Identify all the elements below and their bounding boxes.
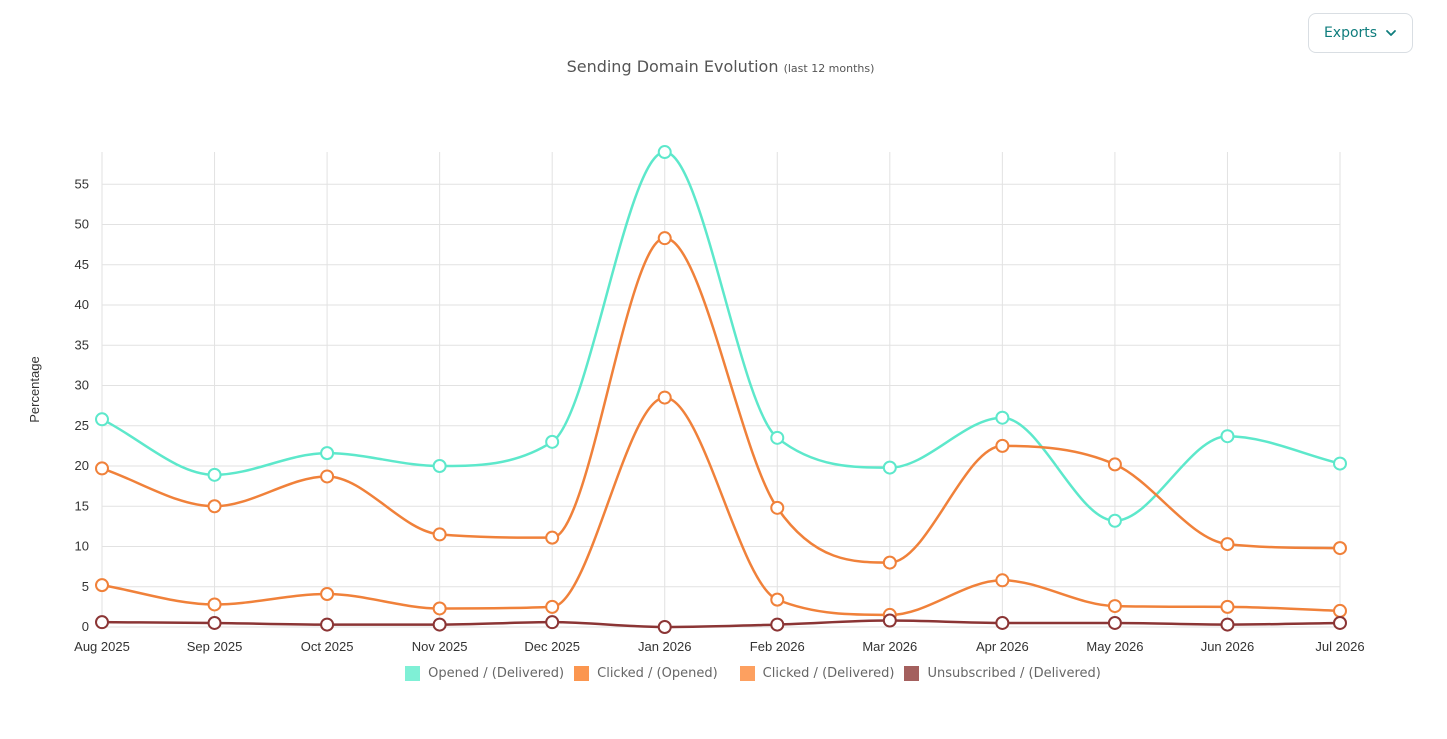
- data-point: [1333, 603, 1347, 618]
- data-point: [207, 467, 222, 482]
- y-tick-label: 15: [75, 498, 89, 513]
- legend-item[interactable]: Clicked / (Delivered): [739, 666, 895, 681]
- data-point: [770, 500, 785, 515]
- chart-title: Sending Domain Evolution (last 12 months…: [0, 57, 1441, 76]
- x-tick-label: Feb 2026: [750, 639, 805, 654]
- data-point: [657, 620, 672, 634]
- data-point: [320, 586, 335, 601]
- x-tick-label: Mar 2026: [862, 639, 917, 654]
- data-point: [320, 446, 335, 461]
- y-tick-label: 45: [75, 257, 89, 272]
- data-point: [545, 530, 560, 545]
- data-point: [995, 410, 1010, 425]
- data-point: [657, 390, 672, 405]
- y-tick-label: 10: [75, 539, 89, 554]
- data-point: [207, 597, 222, 612]
- data-point: [770, 592, 785, 607]
- exports-label: Exports: [1323, 25, 1378, 41]
- x-tick-label: Oct 2025: [301, 639, 354, 654]
- y-tick-label: 40: [75, 297, 89, 312]
- legend-swatch: [574, 666, 590, 681]
- y-tick-label: 25: [75, 418, 89, 433]
- data-point: [545, 615, 560, 630]
- legend-item[interactable]: Clicked / (Opened): [574, 666, 718, 681]
- y-tick-label: 20: [75, 458, 89, 473]
- x-tick-label: Jun 2026: [1201, 639, 1255, 654]
- legend-item[interactable]: Opened / (Delivered): [405, 666, 564, 681]
- series-line: [101, 619, 1341, 629]
- data-point: [320, 469, 335, 484]
- data-point: [657, 231, 672, 246]
- chart-subtitle: (last 12 months): [783, 62, 875, 75]
- y-tick-label: 35: [75, 337, 89, 352]
- data-point: [1107, 513, 1122, 528]
- data-point: [995, 573, 1010, 588]
- data-point: [1220, 429, 1235, 444]
- data-point: [320, 617, 335, 632]
- x-tick-label: May 2026: [1086, 639, 1143, 654]
- data-point: [995, 438, 1010, 453]
- data-point: [882, 613, 897, 628]
- legend-label: Unsubscribed / (Delivered): [927, 666, 1101, 681]
- y-tick-label: 55: [75, 176, 89, 191]
- data-point: [432, 459, 447, 473]
- data-point: [95, 615, 109, 630]
- data-point: [207, 499, 222, 514]
- y-tick-label: 30: [75, 378, 89, 393]
- data-point: [432, 527, 447, 542]
- data-point: [1220, 537, 1235, 552]
- data-point: [545, 434, 560, 449]
- chart-title-text: Sending Domain Evolution: [566, 57, 779, 76]
- legend-swatch: [904, 666, 920, 681]
- data-point: [545, 599, 560, 614]
- chevron-down-icon: [1385, 27, 1397, 39]
- data-point: [770, 617, 785, 632]
- exports-dropdown-button[interactable]: Exports: [1308, 13, 1413, 53]
- series-line: [101, 150, 1341, 522]
- data-point: [432, 601, 447, 616]
- x-tick-label: Dec 2025: [524, 639, 580, 654]
- legend-label: Clicked / (Delivered): [762, 666, 895, 681]
- data-point: [95, 412, 109, 427]
- x-tick-label: Nov 2025: [412, 639, 468, 654]
- x-tick-label: Jul 2026: [1315, 639, 1364, 654]
- data-point: [95, 578, 109, 593]
- legend-label: Clicked / (Opened): [597, 666, 718, 681]
- data-point: [1333, 615, 1347, 630]
- data-point: [1107, 599, 1122, 614]
- data-point: [882, 460, 897, 475]
- data-point: [657, 145, 672, 160]
- data-point: [1333, 456, 1347, 471]
- data-point: [1107, 457, 1122, 472]
- data-point: [1220, 617, 1235, 632]
- x-tick-label: Sep 2025: [187, 639, 243, 654]
- data-point: [432, 617, 447, 632]
- data-point: [882, 555, 897, 570]
- legend-label: Opened / (Delivered): [428, 666, 565, 681]
- data-point: [995, 615, 1010, 630]
- x-tick-label: Apr 2026: [976, 639, 1029, 654]
- data-point: [207, 615, 222, 630]
- data-point: [1107, 615, 1122, 630]
- data-point: [1220, 599, 1235, 614]
- data-point: [95, 461, 109, 476]
- legend-swatch: [739, 666, 755, 681]
- y-axis-label: Percentage: [27, 356, 42, 423]
- y-tick-label: 5: [82, 579, 89, 594]
- legend-item[interactable]: Unsubscribed / (Delivered): [904, 666, 1101, 681]
- data-point: [770, 430, 785, 445]
- data-point: [1333, 541, 1347, 556]
- y-tick-label: 0: [82, 619, 89, 634]
- chart-legend: Opened / (Delivered) Clicked / (Opened) Cl…: [0, 666, 1447, 681]
- legend-swatch: [405, 666, 421, 681]
- x-tick-label: Jan 2026: [638, 639, 692, 654]
- x-tick-label: Aug 2025: [74, 639, 130, 654]
- y-tick-label: 50: [75, 217, 89, 232]
